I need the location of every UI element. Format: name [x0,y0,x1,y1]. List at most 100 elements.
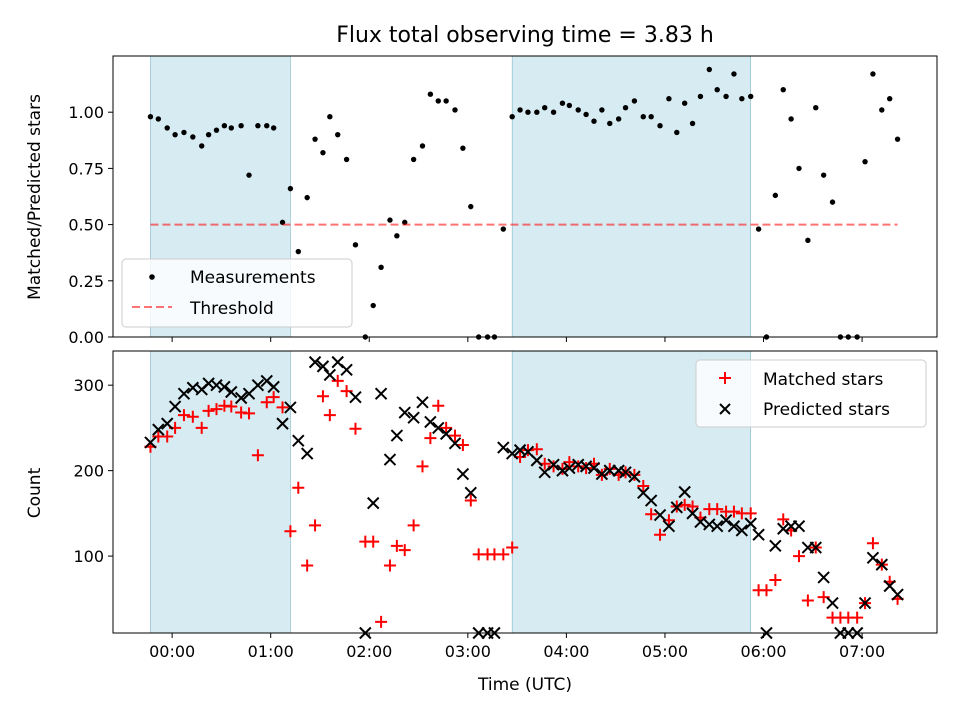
predicted-star-point [168,400,182,413]
matched-star-point [284,525,297,538]
measurement-point [295,248,302,255]
measurement-point [689,120,696,127]
x-tick-label: 03:00 [445,642,491,661]
predicted-star-point [628,470,641,483]
measurement-point [788,116,794,122]
predicted-star-point [276,417,289,430]
top-y-axis-label: Matched/Predicted stars [25,94,45,300]
matched-star-point [793,550,806,563]
measurement-point [517,107,523,113]
measurement-point [352,242,359,248]
measurement-point [460,145,466,151]
x-tick-label: 06:00 [740,642,786,661]
matched-star-point [432,399,445,412]
chart-title: Flux total observing time = 3.83 h [336,23,714,48]
legend-predicted-marker [719,403,731,415]
predicted-star-point [424,415,437,429]
predicted-star-point [678,485,691,499]
matched-star-point [506,541,519,554]
measurement-point [213,127,220,133]
measurement-point [304,194,310,201]
matched-star-point [464,494,477,507]
measurement-point [155,116,162,122]
measurement-point [270,125,277,131]
predicted-star-point [556,464,569,477]
predicted-star-point [292,434,305,447]
x-tick-label: 00:00 [149,642,195,661]
matched-star-point [449,429,462,442]
x-axis-label: Time (UTC) [477,675,572,695]
matched-star-point [383,559,396,572]
measurement-point [452,107,458,113]
matched-star-point [628,468,641,481]
measurement-point [387,217,393,223]
predicted-star-point [563,461,576,475]
predicted-star-point [653,508,667,522]
predicted-star-point [777,522,790,535]
measurement-point [550,109,557,115]
matched-star-point [727,505,740,518]
predicted-star-point [744,517,757,530]
matched-star-point [316,390,329,403]
matched-star-point [202,404,215,417]
matched-star-point [645,508,658,521]
predicted-star-point [858,596,872,610]
predicted-star-point [225,385,238,399]
measurement-point [435,98,441,104]
predicted-star-point [374,387,388,400]
matched-star-point [375,615,388,628]
predicted-star-point [284,401,297,414]
predicted-star-point [595,467,609,481]
measurement-point [559,100,566,106]
measurement-point [264,122,270,129]
matched-star-point [769,574,782,587]
legend-measurements-label: Measurements [190,268,316,288]
predicted-star-point [390,429,404,442]
measurement-point [748,93,754,100]
measurement-point [583,111,589,118]
matched-star-point [416,460,429,473]
matched-star-point [349,422,362,435]
predicted-star-point [367,496,380,510]
measurement-point [681,100,688,106]
y-tick-label: 0.75 [68,159,104,178]
measurement-point [714,87,720,93]
measurement-point [255,122,261,129]
measurement-point [427,91,434,97]
bottom-legend: Matched stars Predicted stars [695,359,927,428]
measurement-point [796,165,802,172]
measurement-point [829,199,836,205]
matched-star-point [251,449,264,462]
predicted-star-point [144,436,157,449]
measurement-point [575,107,581,113]
x-tick-label: 01:00 [248,642,294,661]
measurement-point [870,71,876,77]
predicted-star-point [769,539,782,553]
x-tick-label: 07:00 [839,642,885,661]
legend-threshold-label: Threshold [189,299,274,319]
measurement-point [879,107,885,113]
predicted-star-point [809,541,822,554]
x-tick-label: 02:00 [346,642,392,661]
measurement-point [862,158,868,165]
predicted-star-point [349,390,362,404]
measurement-point [443,98,449,104]
predicted-star-point [891,588,904,601]
predicted-star-point [340,363,353,377]
bottom-panel: 100 200 300 00:00 01:00 02:00 03:00 04:00 05:00 0… [73,350,938,661]
y-tick-label: 0.50 [68,216,104,235]
measurement-point [221,122,228,129]
measurement-point [320,149,326,156]
matched-star-point [161,430,174,443]
matched-star-point [210,403,223,416]
measurement-point [607,120,613,127]
matched-star-point [367,535,380,548]
measurement-point [164,125,170,131]
measurement-point [190,134,196,140]
predicted-star-point [497,441,510,454]
measurement-point [755,226,762,232]
measurement-point [410,156,417,163]
matched-star-point [177,409,190,422]
matched-star-point [711,503,724,516]
